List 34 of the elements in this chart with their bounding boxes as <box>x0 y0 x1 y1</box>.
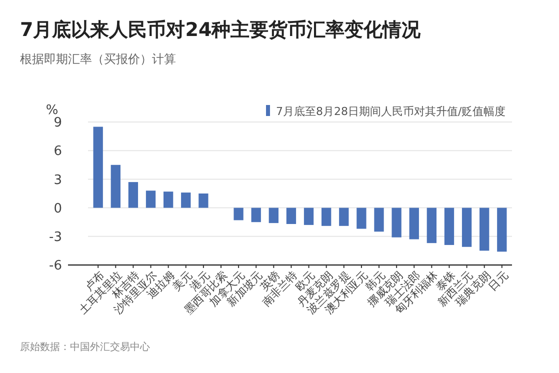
bar <box>392 208 402 238</box>
bar <box>268 208 278 224</box>
bar <box>286 208 296 224</box>
bar <box>93 126 103 208</box>
legend-label: 7月底至8月28日期间人民币对其升值/贬值幅度 <box>276 104 506 118</box>
bar <box>146 190 156 208</box>
bar <box>426 208 437 244</box>
chart-subtitle: 根据即期汇率（买报价）计算 <box>20 52 176 66</box>
y-tick-label: -6 <box>49 258 62 274</box>
bar <box>234 208 244 220</box>
bar <box>374 208 384 232</box>
y-tick-label: 3 <box>54 172 62 188</box>
bar <box>322 208 332 226</box>
bar <box>497 208 507 252</box>
bar <box>181 192 191 208</box>
bar <box>409 208 419 240</box>
bar <box>163 192 174 208</box>
bar <box>444 208 454 245</box>
bar <box>110 164 120 208</box>
bar <box>356 208 366 229</box>
bar <box>251 208 261 222</box>
bar <box>462 208 472 247</box>
bar <box>480 208 490 251</box>
text: 原始数据：中国外汇交易中心 <box>20 341 150 353</box>
y-axis-title: % <box>46 103 58 118</box>
y-tick-label: 0 <box>54 201 62 216</box>
bar <box>304 208 314 225</box>
bar <box>128 182 138 208</box>
y-tick-label: -3 <box>49 230 62 245</box>
y-tick-label: 6 <box>54 144 62 160</box>
chart-title: 7月底以来人民币对24种主要货币汇率变化情况 <box>20 19 422 41</box>
bar <box>339 208 349 226</box>
bar <box>198 194 208 208</box>
y-tick-label: 9 <box>54 116 62 131</box>
